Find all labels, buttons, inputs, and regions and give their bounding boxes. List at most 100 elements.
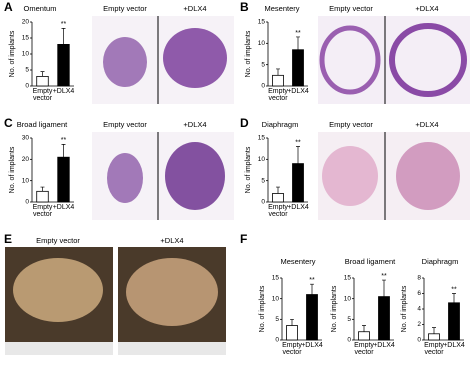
x-tick-label: +DLX4 bbox=[52, 88, 75, 95]
image-label: Empty vector bbox=[36, 236, 80, 245]
significance: ** bbox=[295, 139, 301, 146]
y-tick-label: 10 bbox=[272, 295, 280, 302]
bar bbox=[358, 331, 370, 341]
y-axis-label: No. of implants bbox=[259, 285, 266, 332]
chart-title: Omentum bbox=[24, 4, 57, 13]
y-tick-label: 10 bbox=[344, 295, 352, 302]
y-tick-label: 30 bbox=[22, 135, 30, 142]
y-tick-label: 20 bbox=[22, 156, 30, 163]
image-label: +DLX4 bbox=[183, 4, 206, 13]
image-label: Empty vector bbox=[329, 120, 373, 129]
error-bar bbox=[40, 71, 45, 77]
x-tick-label-box: Empty vector bbox=[268, 88, 288, 102]
x-tick-label-box: Empty vector bbox=[32, 204, 53, 218]
error-bar bbox=[276, 68, 280, 76]
panel-letter: E bbox=[4, 232, 12, 246]
ruler bbox=[5, 342, 113, 355]
tissue bbox=[319, 25, 381, 95]
error-bar bbox=[276, 186, 280, 194]
error-bar bbox=[432, 327, 436, 334]
panel-letter: F bbox=[240, 232, 247, 246]
chart-title: Diaphragm bbox=[262, 120, 299, 129]
y-tick-label: 5 bbox=[261, 177, 265, 184]
y-axis-label: No. of implants bbox=[245, 146, 252, 193]
significance: ** bbox=[61, 137, 67, 144]
y-tick-label: 20 bbox=[22, 19, 30, 26]
bar bbox=[286, 325, 298, 341]
x-tick-label-box: +DLX4 bbox=[443, 342, 465, 349]
y-tick-label: 5 bbox=[347, 316, 351, 323]
y-tick-label: 0 bbox=[25, 199, 29, 206]
x-tick-label: Empty vector bbox=[32, 204, 53, 218]
image-label: Empty vector bbox=[103, 120, 147, 129]
x-tick-label-box: +DLX4 bbox=[53, 204, 75, 211]
y-axis-label: No. of implants bbox=[245, 30, 252, 77]
y-tick-label: 5 bbox=[261, 61, 265, 68]
y-axis-label: No. of implants bbox=[401, 285, 408, 332]
y-tick-label: 15 bbox=[344, 275, 352, 282]
error-bar bbox=[296, 36, 300, 50]
error-bar bbox=[382, 279, 386, 297]
error-bar bbox=[310, 283, 314, 295]
y-tick-label: 10 bbox=[258, 156, 266, 163]
tissue bbox=[107, 153, 143, 203]
image-label: +DLX4 bbox=[183, 120, 206, 129]
tissue bbox=[389, 23, 467, 97]
x-tick-label: +DLX4 bbox=[443, 342, 465, 349]
y-tick-label: 5 bbox=[275, 316, 279, 323]
error-bar bbox=[61, 144, 66, 158]
tissue bbox=[126, 258, 218, 326]
x-tick-label-box: +DLX4 bbox=[287, 204, 309, 211]
bar bbox=[306, 294, 318, 341]
error-bar bbox=[452, 293, 456, 303]
chart-title: Broad ligament bbox=[345, 257, 396, 266]
y-tick-label: 10 bbox=[258, 40, 266, 47]
significance: ** bbox=[295, 30, 301, 37]
tissue bbox=[163, 28, 227, 88]
x-tick-label-box: Empty vector bbox=[32, 88, 53, 102]
bar bbox=[272, 74, 284, 87]
y-tick-label: 2 bbox=[417, 321, 421, 328]
panel-letter: B bbox=[240, 0, 249, 14]
error-bar bbox=[362, 325, 366, 332]
ruler bbox=[118, 342, 226, 355]
y-tick-label: 0 bbox=[261, 83, 265, 90]
panel-letter: C bbox=[4, 116, 13, 130]
chart-title: Mesentery bbox=[280, 257, 315, 266]
x-tick-label: +DLX4 bbox=[287, 88, 309, 95]
y-tick-label: 15 bbox=[272, 275, 280, 282]
chart-title: Diaphragm bbox=[422, 257, 459, 266]
y-tick-label: 0 bbox=[261, 199, 265, 206]
y-tick-label: 4 bbox=[417, 306, 421, 313]
y-tick-label: 15 bbox=[258, 19, 266, 26]
significance: ** bbox=[309, 277, 315, 284]
x-tick-label-box: Empty vector bbox=[268, 204, 288, 218]
image-label: +DLX4 bbox=[160, 236, 183, 245]
bar bbox=[448, 302, 460, 341]
y-tick-label: 10 bbox=[22, 51, 30, 58]
x-tick-label: Empty vector bbox=[32, 88, 53, 102]
x-tick-label-box: +DLX4 bbox=[52, 88, 75, 95]
x-tick-label: Empty vector bbox=[424, 342, 444, 356]
image-label: +DLX4 bbox=[415, 120, 438, 129]
micrographs bbox=[5, 16, 470, 355]
error-bar bbox=[290, 318, 294, 326]
tissue bbox=[13, 258, 103, 322]
bar bbox=[428, 333, 440, 341]
x-tick-label-box: +DLX4 bbox=[373, 342, 395, 349]
x-tick-label: Empty vector bbox=[268, 88, 288, 102]
tissue bbox=[103, 37, 147, 87]
x-tick-label-box: Empty vector bbox=[424, 342, 444, 356]
significance: ** bbox=[61, 21, 67, 28]
chart-title: Mesentery bbox=[264, 4, 299, 13]
bar bbox=[378, 296, 390, 341]
x-tick-label: Empty vector bbox=[268, 204, 288, 218]
tissue bbox=[396, 142, 460, 210]
bar bbox=[57, 156, 70, 203]
y-tick-label: 6 bbox=[417, 290, 421, 297]
image-label: +DLX4 bbox=[415, 4, 438, 13]
x-tick-label: Empty vector bbox=[354, 342, 374, 356]
bar bbox=[292, 163, 304, 203]
